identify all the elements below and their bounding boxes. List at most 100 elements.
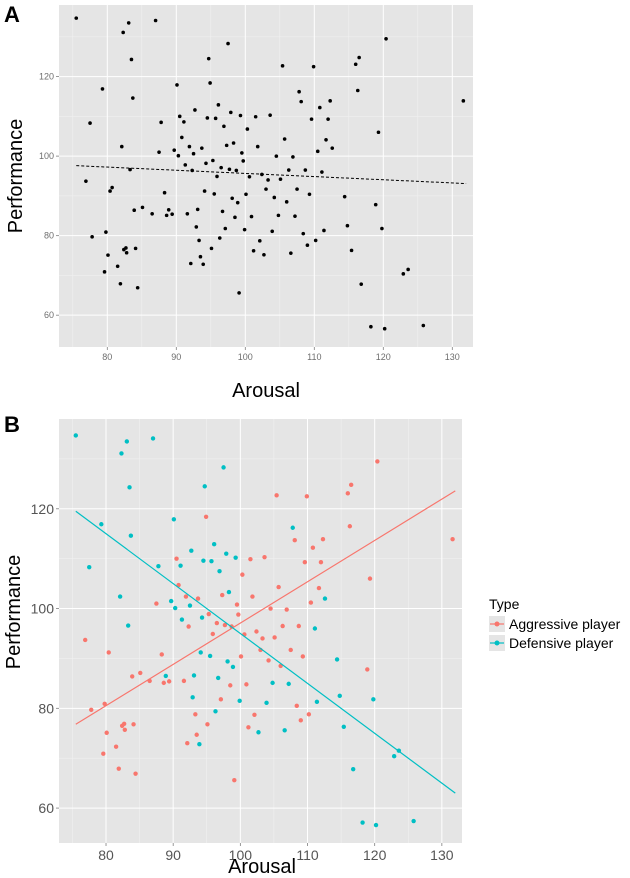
data-point xyxy=(135,285,140,290)
data-point xyxy=(276,213,281,218)
panel-a-x-ticks: 80 90 100 110 120 130 xyxy=(102,347,460,362)
data-point-defensive xyxy=(350,766,356,772)
data-point xyxy=(357,55,361,60)
data-point-defensive xyxy=(187,603,193,608)
data-point xyxy=(307,192,312,197)
data-point xyxy=(193,108,197,112)
data-point xyxy=(190,168,194,173)
data-point-aggressive xyxy=(122,727,128,732)
data-point xyxy=(132,208,137,212)
data-point-aggressive xyxy=(195,596,201,601)
data-point-aggressive xyxy=(260,636,265,641)
data-point-defensive xyxy=(199,615,205,620)
data-point-aggressive xyxy=(89,707,94,713)
data-point xyxy=(245,127,250,131)
panel-b-letter: B xyxy=(4,412,20,437)
data-point-aggressive xyxy=(348,482,354,488)
data-point-aggressive xyxy=(250,594,255,599)
data-point xyxy=(244,192,248,197)
data-point xyxy=(223,226,228,231)
data-point xyxy=(195,207,200,212)
data-point xyxy=(88,121,92,125)
data-point xyxy=(217,236,222,240)
data-point xyxy=(166,208,171,212)
data-point-defensive xyxy=(290,525,295,530)
data-point-defensive xyxy=(217,568,222,574)
data-point-aggressive xyxy=(284,607,289,612)
data-point xyxy=(197,238,201,243)
x-tick-label: 80 xyxy=(102,352,112,362)
data-point xyxy=(124,250,129,255)
data-point xyxy=(262,252,266,257)
data-point xyxy=(191,151,196,156)
data-point xyxy=(212,192,217,196)
data-point-aggressive xyxy=(375,459,380,464)
data-point-defensive xyxy=(264,700,269,706)
data-point-aggressive xyxy=(183,594,189,599)
data-point-aggressive xyxy=(234,602,240,607)
panel-a-plot-background xyxy=(59,5,473,347)
data-point xyxy=(100,87,105,91)
data-point-defensive xyxy=(286,681,291,687)
data-point-aggressive xyxy=(131,722,136,727)
data-point-aggressive xyxy=(292,538,297,543)
data-point xyxy=(205,116,210,120)
data-point-defensive xyxy=(168,598,174,604)
x-tick-label: 80 xyxy=(98,847,114,863)
data-point xyxy=(224,143,229,148)
x-tick-label: 110 xyxy=(307,352,321,362)
data-point xyxy=(162,190,167,195)
data-point-aggressive xyxy=(252,712,257,718)
data-point xyxy=(326,117,330,121)
legend: Type Aggressive player Defensive player xyxy=(489,596,621,651)
data-point-aggressive xyxy=(185,741,190,746)
legend-item-defensive: Defensive player xyxy=(489,635,614,651)
data-point xyxy=(170,212,174,216)
data-point-defensive xyxy=(191,673,197,678)
data-point-defensive xyxy=(225,659,230,664)
data-point xyxy=(401,272,406,276)
data-point-aggressive xyxy=(138,670,143,676)
data-point-aggressive xyxy=(268,606,273,611)
data-point xyxy=(118,281,123,286)
data-point-defensive xyxy=(87,564,92,570)
data-point-aggressive xyxy=(236,612,241,617)
x-tick-label: 90 xyxy=(171,352,181,362)
data-point-aggressive xyxy=(228,683,233,688)
data-point xyxy=(309,117,314,121)
data-point-aggressive xyxy=(262,554,267,560)
data-point-aggressive xyxy=(308,600,314,605)
data-point-defensive xyxy=(221,465,226,470)
data-point xyxy=(222,124,226,129)
panel-a-letter: A xyxy=(4,2,20,27)
data-point xyxy=(249,214,254,219)
data-point xyxy=(204,161,208,166)
data-point-aggressive xyxy=(304,494,310,499)
data-point-defensive xyxy=(125,623,131,628)
data-point-aggressive xyxy=(218,697,224,702)
data-point xyxy=(213,116,218,121)
data-point xyxy=(177,114,182,119)
data-point xyxy=(206,56,211,61)
data-point-aggressive xyxy=(101,751,106,756)
data-point-defensive xyxy=(99,522,104,527)
data-point-aggressive xyxy=(274,493,279,498)
data-point xyxy=(297,89,301,94)
data-point xyxy=(380,226,384,231)
data-point xyxy=(216,103,221,107)
x-tick-label: 130 xyxy=(445,352,460,362)
data-point xyxy=(251,248,256,253)
data-point xyxy=(233,215,237,220)
panel-a-y-axis-title: Performance xyxy=(5,119,27,234)
data-point xyxy=(183,163,188,167)
panel-b-y-axis-title: Performance xyxy=(3,555,25,670)
data-point xyxy=(211,158,215,163)
data-point-defensive xyxy=(207,653,213,659)
data-point xyxy=(291,155,295,159)
data-point-defensive xyxy=(224,551,229,556)
data-point-defensive xyxy=(322,596,328,601)
data-point-aggressive xyxy=(302,559,308,565)
data-point xyxy=(126,21,131,25)
panel-a-points xyxy=(74,16,466,331)
data-point-aggressive xyxy=(203,514,209,519)
